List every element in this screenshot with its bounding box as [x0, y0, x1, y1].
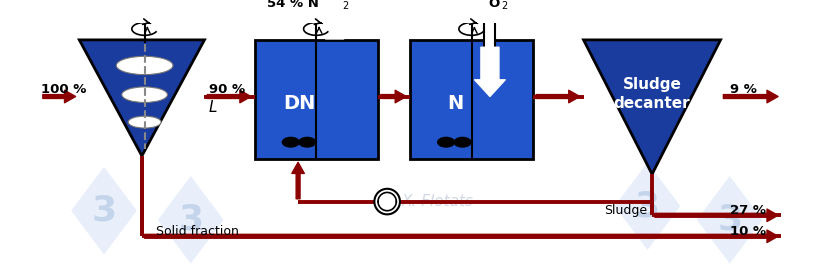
Circle shape — [374, 189, 400, 214]
Text: 100 %: 100 % — [41, 83, 86, 96]
Polygon shape — [583, 40, 720, 174]
FancyArrowPatch shape — [43, 90, 75, 103]
Ellipse shape — [437, 137, 455, 148]
Text: Sludge
decanter: Sludge decanter — [613, 77, 690, 111]
Text: 10 %: 10 % — [729, 225, 765, 238]
Text: Solid fraction: Solid fraction — [156, 225, 238, 238]
Text: L: L — [209, 100, 217, 115]
Text: 27 %: 27 % — [729, 204, 765, 217]
FancyBboxPatch shape — [484, 8, 495, 54]
FancyArrowPatch shape — [319, 14, 350, 39]
Ellipse shape — [122, 87, 167, 102]
FancyBboxPatch shape — [255, 40, 378, 159]
Ellipse shape — [453, 137, 471, 148]
Text: X. Flotats: X. Flotats — [401, 194, 473, 209]
FancyArrowPatch shape — [654, 209, 777, 221]
Polygon shape — [71, 167, 137, 254]
Polygon shape — [158, 176, 224, 264]
Ellipse shape — [281, 137, 300, 148]
Text: 3: 3 — [178, 203, 203, 237]
Text: DN: DN — [283, 94, 316, 113]
Text: 54 % N: 54 % N — [267, 0, 319, 10]
Text: 3: 3 — [717, 203, 741, 237]
Text: O: O — [487, 0, 499, 10]
FancyArrowPatch shape — [536, 90, 579, 103]
Ellipse shape — [116, 56, 173, 75]
FancyArrowPatch shape — [144, 230, 777, 243]
FancyArrowPatch shape — [380, 90, 405, 103]
Text: 2: 2 — [342, 1, 348, 11]
Text: 3: 3 — [91, 194, 116, 228]
Polygon shape — [696, 176, 762, 264]
Text: 9 %: 9 % — [729, 83, 756, 96]
Text: N: N — [446, 94, 463, 113]
Ellipse shape — [298, 137, 316, 148]
FancyBboxPatch shape — [410, 40, 532, 159]
Text: 2: 2 — [500, 1, 506, 11]
Polygon shape — [79, 40, 204, 156]
FancyArrowPatch shape — [292, 162, 304, 199]
Text: 3: 3 — [634, 189, 659, 223]
Text: Sludge: Sludge — [604, 204, 647, 217]
FancyArrowPatch shape — [722, 90, 777, 103]
Polygon shape — [614, 162, 680, 250]
FancyArrowPatch shape — [474, 47, 505, 96]
Text: 90 %: 90 % — [209, 83, 245, 96]
Ellipse shape — [128, 116, 161, 128]
FancyArrowPatch shape — [207, 90, 251, 103]
